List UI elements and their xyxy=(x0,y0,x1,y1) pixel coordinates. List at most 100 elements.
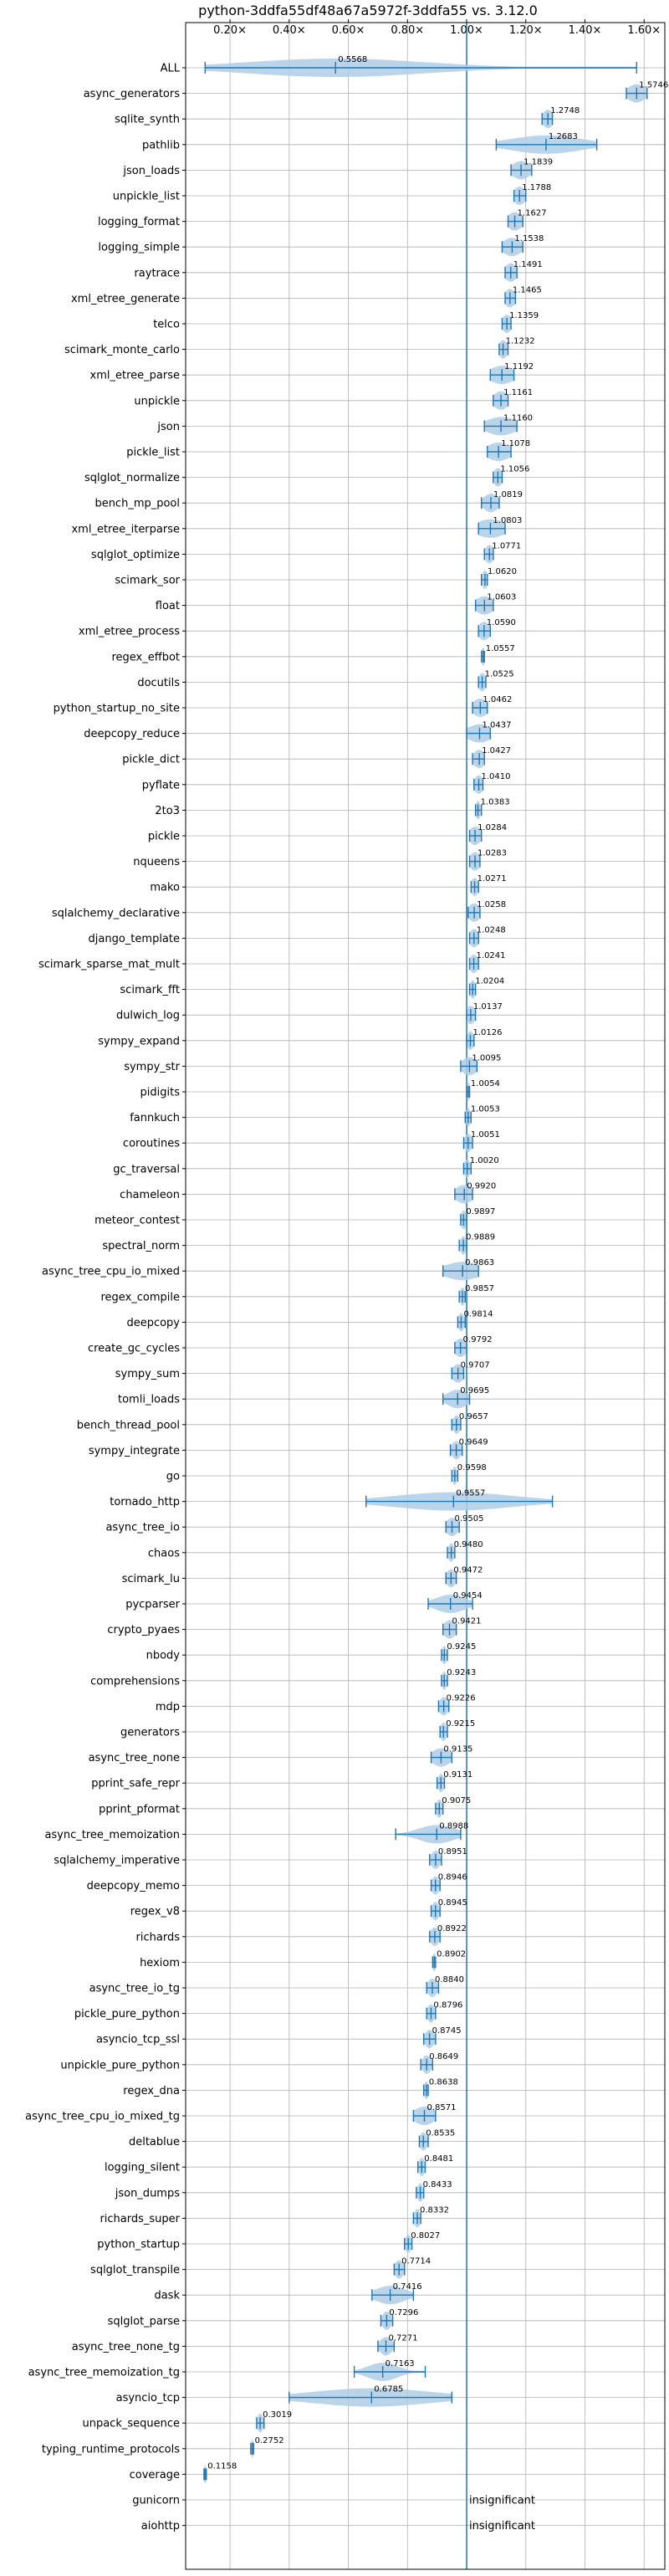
value-label: 1.2748 xyxy=(550,106,580,115)
category-label: richards xyxy=(136,1931,181,1944)
value-label: 0.8481 xyxy=(424,2154,453,2164)
category-label: nqueens xyxy=(133,856,180,868)
category-label: scimark_lu xyxy=(122,1573,180,1585)
category-label: asyncio_tcp xyxy=(116,2392,180,2404)
value-label: 1.0427 xyxy=(482,746,511,755)
category-label: sympy_expand xyxy=(98,1035,180,1047)
value-label: 1.1839 xyxy=(523,157,553,166)
value-label: 1.5746 xyxy=(639,81,668,90)
category-label: json xyxy=(156,421,180,433)
category-label: docutils xyxy=(137,677,180,689)
value-label: 0.6785 xyxy=(374,2385,403,2394)
value-label: 0.8988 xyxy=(439,1821,468,1831)
value-label: 0.1158 xyxy=(207,2461,237,2471)
value-label: 0.8951 xyxy=(438,1847,467,1856)
value-label: 0.9226 xyxy=(447,1693,476,1703)
value-label: 0.9814 xyxy=(463,1309,493,1319)
category-label: pathlib xyxy=(142,139,180,151)
category-label: typing_runtime_protocols xyxy=(42,2443,180,2456)
value-label: 0.8922 xyxy=(437,1924,467,1933)
value-label: 0.8745 xyxy=(432,2026,462,2036)
category-label: async_generators xyxy=(84,88,181,100)
value-label: 0.9707 xyxy=(461,1361,490,1370)
category-label: sqlglot_transpile xyxy=(90,2264,180,2276)
value-label: 0.9557 xyxy=(456,1489,485,1498)
category-label: unpickle_list xyxy=(113,191,180,203)
category-label: hexiom xyxy=(140,1957,180,1969)
category-label: bench_mp_pool xyxy=(94,498,180,510)
category-label: crypto_pyaes xyxy=(107,1624,180,1636)
value-label: 1.0525 xyxy=(485,669,514,679)
value-label: 0.9897 xyxy=(466,1207,495,1216)
category-label: logging_simple xyxy=(98,242,180,254)
value-label: 1.0137 xyxy=(473,1002,503,1011)
category-label: sympy_integrate xyxy=(89,1445,180,1457)
plot-frame xyxy=(185,22,666,2570)
category-label: spectral_norm xyxy=(102,1240,180,1252)
category-label: unpack_sequence xyxy=(82,2418,180,2430)
value-label: 0.3019 xyxy=(263,2410,292,2420)
category-label: coverage xyxy=(130,2469,180,2481)
category-label: richards_super xyxy=(100,2213,180,2225)
category-label: logging_format xyxy=(98,216,180,228)
value-label: 0.9505 xyxy=(455,1514,484,1524)
value-label: 1.1078 xyxy=(501,439,530,448)
x-tick-label: 0.40× xyxy=(273,24,306,37)
value-label: 0.9857 xyxy=(465,1284,494,1293)
value-label: 0.9245 xyxy=(447,1642,476,1652)
category-label: pidigits xyxy=(140,1087,181,1099)
value-label: 1.0241 xyxy=(477,951,506,960)
value-label: 0.8946 xyxy=(438,1873,467,1882)
value-label: 1.0603 xyxy=(487,593,516,602)
category-label: unpickle_pure_python xyxy=(60,2059,180,2072)
value-label: 1.1359 xyxy=(509,311,539,320)
category-label: pickle_list xyxy=(126,447,180,459)
category-label: aiohttp xyxy=(141,2520,180,2532)
insignificant-label: insignificant xyxy=(469,2520,535,2532)
category-label: sqlglot_parse xyxy=(108,2315,180,2328)
value-label: 1.1161 xyxy=(503,388,533,397)
value-label: 0.9480 xyxy=(454,1540,483,1549)
category-label: tomli_loads xyxy=(118,1394,180,1406)
category-label: create_gc_cycles xyxy=(88,1343,180,1355)
category-label: sqlglot_normalize xyxy=(84,472,180,484)
value-label: 1.1627 xyxy=(518,209,547,218)
category-label: mako xyxy=(150,882,180,894)
category-label: regex_v8 xyxy=(130,1906,180,1918)
category-label: pickle_pure_python xyxy=(74,2008,180,2020)
value-label: 1.0771 xyxy=(492,541,521,551)
category-label: scimark_sparse_mat_mult xyxy=(38,959,180,971)
category-label: async_tree_io_tg xyxy=(89,1983,180,1995)
value-label: 1.0095 xyxy=(472,1053,501,1063)
category-label: comprehensions xyxy=(90,1675,180,1687)
value-label: 0.8535 xyxy=(426,2129,455,2138)
category-label: deepcopy_reduce xyxy=(84,728,180,740)
category-label: async_tree_none_tg xyxy=(72,2341,180,2353)
value-label: 0.9472 xyxy=(453,1565,483,1575)
value-label: 1.1788 xyxy=(522,183,551,192)
value-label: 1.1192 xyxy=(504,362,534,371)
chart-title: python-3ddfa55df48a67a5972f-3ddfa55 vs. … xyxy=(198,3,538,18)
category-label: python_startup xyxy=(97,2239,180,2251)
value-label: 0.8433 xyxy=(423,2180,452,2189)
x-tick-label: 1.40× xyxy=(569,24,602,37)
value-label: 1.0204 xyxy=(475,977,504,986)
value-label: 1.0053 xyxy=(471,1105,500,1114)
value-label: 1.0557 xyxy=(486,644,515,653)
value-label: 0.7296 xyxy=(389,2308,418,2317)
value-label: 1.1465 xyxy=(513,285,542,294)
value-label: 0.5568 xyxy=(338,55,367,64)
x-tick-label: 1.20× xyxy=(509,24,543,37)
category-label: bench_thread_pool xyxy=(77,1419,180,1431)
category-label: async_tree_io xyxy=(105,1522,180,1534)
category-label: float xyxy=(156,600,180,612)
value-label: 1.0803 xyxy=(493,516,522,525)
value-label: 1.1491 xyxy=(513,260,543,269)
category-label: fannkuch xyxy=(130,1112,180,1124)
category-label: python_startup_no_site xyxy=(54,703,180,715)
category-label: gc_traversal xyxy=(113,1163,180,1175)
value-label: 0.9695 xyxy=(460,1386,489,1396)
value-label: 1.0248 xyxy=(477,925,506,935)
value-label: 0.9243 xyxy=(447,1668,476,1677)
